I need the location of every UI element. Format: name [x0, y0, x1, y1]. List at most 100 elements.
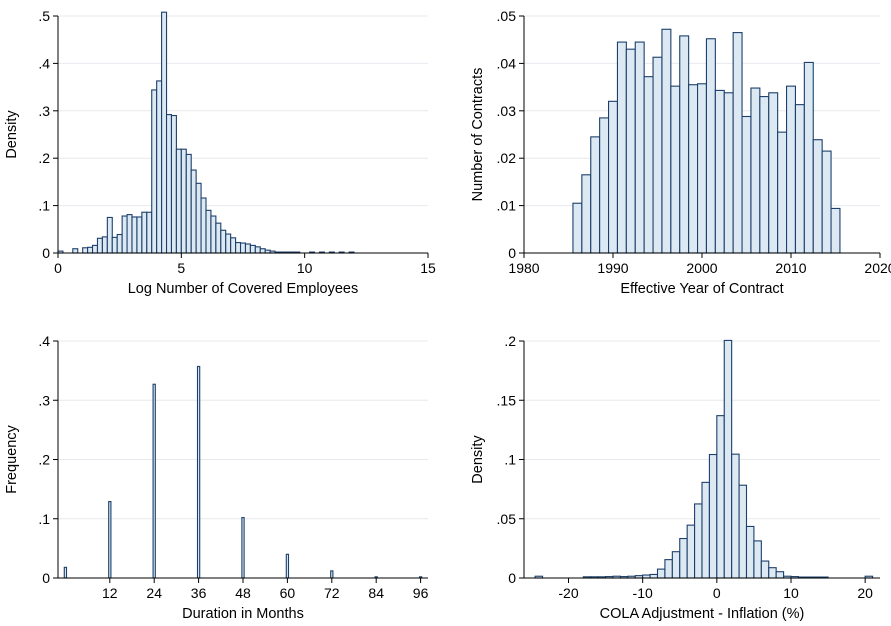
histogram-bar [760, 560, 770, 579]
histogram-bar [190, 169, 197, 254]
histogram-bar [750, 87, 761, 254]
chart-panel-4: 0 .05 .1 .15 .2 -20 -10 0 10 20 COLA Adjustment - … [470, 333, 880, 622]
histogram-bar [151, 89, 158, 254]
x-tick-label: 1980 [508, 260, 539, 276]
x-tick-label: 24 [146, 585, 162, 601]
histogram-bar [330, 570, 334, 579]
histogram-bar [723, 339, 733, 579]
histogram-bar [696, 83, 707, 254]
x-axis-title: Duration in Months [182, 606, 304, 622]
histogram-bar [101, 236, 108, 254]
y-axis-title: Density [470, 435, 486, 484]
y-tick-label: .01 [497, 198, 517, 214]
y-axis-title: Frequency [4, 425, 20, 494]
histogram-bar [679, 35, 690, 254]
y-axis-title: Number of Contracts [470, 68, 486, 202]
histogram-bar [111, 236, 118, 254]
y-tick-label: 0 [42, 245, 50, 261]
y-tick-label: .05 [497, 511, 517, 527]
chart-panel-2: 0 .01 .02 .03 .04 .05 1980 1990 2000 2010 2020 Effe… [470, 8, 891, 297]
histogram-bar [694, 503, 703, 579]
histogram-bar [803, 61, 814, 254]
histogram-bar [249, 244, 256, 254]
y-tick-label: .2 [38, 452, 50, 468]
histogram-bar [106, 216, 113, 254]
histogram-bar [72, 248, 79, 254]
histogram-bar [671, 551, 681, 579]
histogram-bar [230, 237, 237, 254]
histogram-bar [732, 32, 743, 254]
histogram-bar [259, 248, 266, 254]
histogram-bar [175, 148, 182, 254]
histogram-bar [136, 216, 143, 254]
histogram-bar [180, 148, 187, 254]
histogram-bar [195, 182, 202, 254]
histogram-bar [661, 28, 672, 254]
histogram-bar [121, 215, 128, 254]
y-tick-label: .2 [38, 150, 50, 166]
histogram-bar [196, 365, 201, 579]
histogram-bar [821, 150, 832, 254]
x-tick-label: 15 [420, 260, 436, 276]
histogram-bar [239, 242, 247, 254]
histogram-bar [768, 567, 777, 579]
histogram-bar [723, 92, 734, 254]
histogram-bar [616, 41, 627, 254]
histogram-bar [108, 501, 112, 579]
histogram-bar [701, 481, 710, 579]
histogram-bar [241, 517, 245, 579]
x-tick-label: 48 [235, 585, 251, 601]
histogram-bar [161, 11, 168, 254]
histogram-bar [185, 153, 192, 254]
x-tick-label: -20 [558, 585, 578, 601]
x-tick-label: 10 [297, 260, 313, 276]
y-tick-label: .4 [38, 55, 50, 71]
x-tick-label: 0 [54, 260, 62, 276]
x-tick-label: 1990 [597, 260, 628, 276]
y-tick-label: .4 [38, 333, 50, 349]
x-tick-label: 72 [324, 585, 340, 601]
histogram-bar [165, 114, 173, 254]
x-tick-label: 5 [177, 260, 185, 276]
y-tick-label: .2 [504, 333, 516, 349]
x-axis-title: Log Number of Covered Employees [128, 281, 359, 297]
histogram-bar [91, 244, 99, 254]
histogram-bar [775, 571, 785, 579]
histogram-bar [220, 229, 227, 254]
x-tick-label: 60 [280, 585, 296, 601]
histogram-bar [625, 48, 636, 254]
x-tick-label: 84 [368, 585, 384, 601]
histogram-bar [812, 139, 823, 254]
histogram-bar [141, 211, 148, 254]
y-tick-label: 0 [508, 570, 516, 586]
histogram-bar [679, 537, 688, 579]
histogram-bar [581, 174, 592, 254]
histogram-bar [830, 207, 841, 254]
y-tick-label: .5 [38, 8, 50, 24]
x-tick-label: 2020 [864, 260, 891, 276]
histogram-bar [590, 136, 601, 254]
x-tick-label: 96 [413, 585, 429, 601]
x-tick-label: 10 [783, 585, 799, 601]
y-tick-label: .15 [497, 392, 517, 408]
histogram-bar [96, 237, 103, 254]
histogram-bar [686, 524, 696, 579]
y-axis-title: Density [4, 110, 20, 159]
histogram-bar [670, 85, 681, 254]
histogram-bar [87, 246, 94, 254]
y-tick-label: .02 [497, 150, 517, 166]
y-tick-label: 0 [508, 245, 516, 261]
y-tick-label: .03 [497, 103, 517, 119]
histogram-bar [738, 484, 748, 579]
y-tick-label: .3 [38, 103, 50, 119]
histogram-bar [146, 211, 153, 254]
histogram-bar [716, 415, 725, 579]
histogram-bar [210, 215, 217, 254]
y-tick-label: .1 [504, 452, 516, 468]
y-tick-label: .1 [38, 198, 50, 214]
histogram-bar [794, 104, 805, 254]
histogram-bar [656, 568, 666, 579]
histogram-bar [215, 222, 222, 254]
x-axis-title: COLA Adjustment - Inflation (%) [600, 606, 805, 622]
